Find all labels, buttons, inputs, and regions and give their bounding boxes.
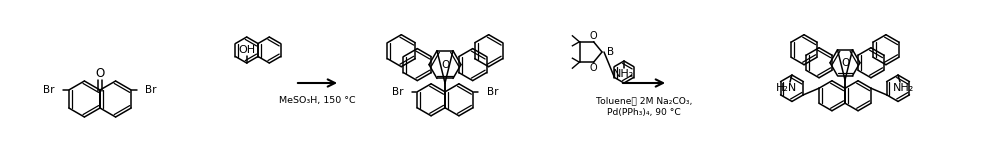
Text: Br: Br	[145, 85, 157, 95]
Text: MeSO₃H, 150 °C: MeSO₃H, 150 °C	[279, 95, 355, 105]
Text: O: O	[441, 60, 449, 70]
Text: Br: Br	[487, 87, 498, 97]
Text: O: O	[841, 58, 849, 68]
Text: Br: Br	[43, 85, 55, 95]
Text: O: O	[95, 67, 105, 80]
Text: NH₂: NH₂	[892, 83, 914, 93]
Text: H₂N: H₂N	[776, 83, 798, 93]
Text: OH: OH	[238, 45, 255, 55]
Text: O: O	[590, 31, 597, 41]
Text: Br: Br	[392, 87, 403, 97]
Text: Pd(PPh₃)₄, 90 °C: Pd(PPh₃)₄, 90 °C	[607, 108, 681, 116]
Text: Toluene， 2M Na₂CO₃,: Toluene， 2M Na₂CO₃,	[596, 97, 692, 106]
Text: O: O	[590, 63, 597, 73]
Text: B: B	[607, 47, 614, 57]
Text: NH₂: NH₂	[613, 69, 635, 79]
